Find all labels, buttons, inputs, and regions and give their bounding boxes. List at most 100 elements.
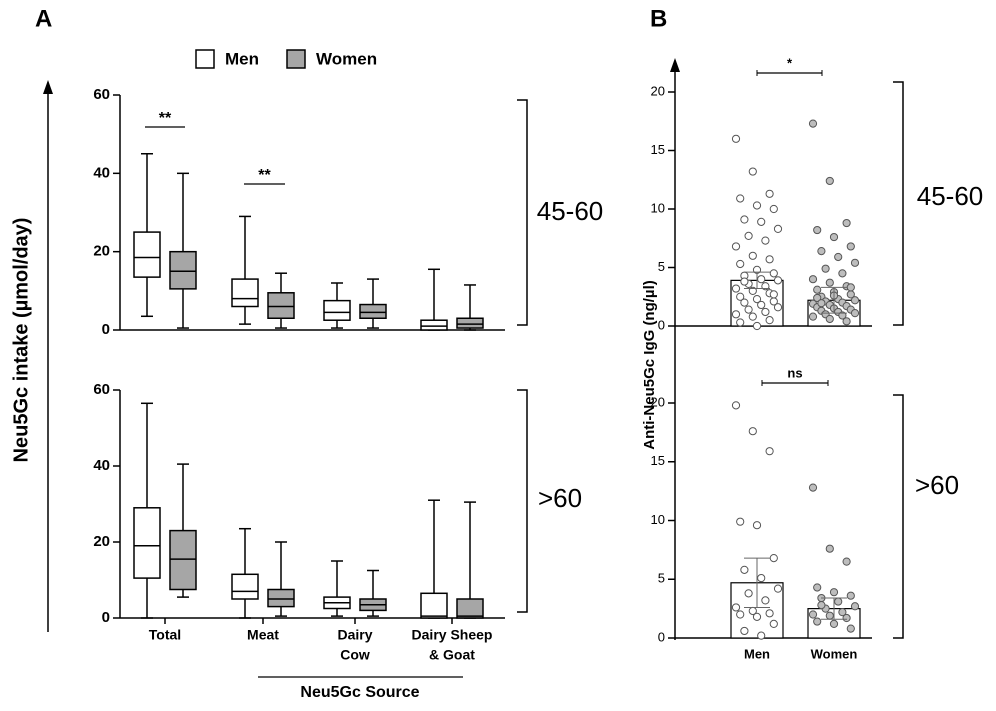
data-point	[731, 284, 741, 293]
data-point	[752, 612, 762, 621]
data-point	[829, 619, 839, 629]
legend-swatch	[195, 49, 215, 69]
significance-label: ns	[787, 365, 802, 380]
legend-label: Men	[225, 49, 259, 68]
y-tick-label: 0	[658, 629, 665, 644]
x-tick-label: Women	[811, 646, 858, 661]
box	[169, 250, 197, 290]
data-point	[846, 591, 855, 600]
y-tick-label: 0	[658, 317, 665, 332]
data-point	[736, 610, 745, 619]
data-point	[744, 231, 753, 241]
data-point	[731, 401, 741, 410]
data-point	[817, 247, 826, 256]
y-tick-label: 5	[658, 259, 665, 274]
data-point	[752, 294, 762, 304]
box	[456, 598, 484, 619]
data-point	[769, 269, 778, 278]
data-point	[808, 610, 818, 619]
y-tick-label: 20	[93, 533, 110, 550]
group-label: 45-60	[537, 196, 604, 226]
data-point	[825, 278, 834, 287]
data-point	[817, 601, 826, 610]
y-tick-label: 60	[93, 381, 110, 398]
data-point	[825, 544, 834, 553]
data-point	[838, 608, 847, 617]
y-tick-label: 0	[102, 609, 110, 626]
x-axis-title: Neu5Gc Source	[300, 684, 419, 701]
data-point	[757, 573, 766, 583]
data-point	[808, 312, 818, 321]
data-point	[821, 264, 830, 273]
data-point	[769, 204, 778, 214]
data-point	[813, 293, 822, 303]
box	[231, 278, 259, 308]
x-tick-label: Cow	[340, 647, 370, 663]
data-point	[842, 218, 851, 228]
data-point	[736, 517, 745, 526]
data-point	[769, 619, 778, 629]
data-point	[765, 447, 774, 456]
data-point	[842, 613, 851, 623]
x-tick-label: Dairy	[337, 627, 372, 643]
data-point	[761, 596, 770, 605]
y-tick-label: 20	[651, 394, 665, 409]
box	[133, 231, 161, 278]
data-point	[761, 282, 770, 291]
data-point	[825, 314, 834, 324]
significance-label: **	[159, 110, 172, 127]
group-bracket	[893, 81, 904, 326]
data-point	[813, 225, 822, 235]
data-point	[752, 201, 762, 210]
y-tick-label: 60	[93, 86, 110, 103]
y-tick-label: 5	[658, 571, 665, 586]
data-point	[846, 242, 855, 251]
data-point	[773, 303, 783, 312]
data-point	[761, 236, 770, 245]
legend-label: Women	[316, 49, 377, 68]
data-point	[748, 427, 757, 436]
y-tick-label: 20	[651, 83, 665, 98]
arrow-head	[43, 80, 53, 94]
box	[231, 573, 259, 600]
group-label: >60	[915, 470, 959, 500]
data-point	[752, 521, 762, 530]
data-point	[765, 609, 774, 618]
significance-label: **	[258, 167, 271, 184]
data-point	[757, 631, 766, 640]
panel-label: A	[35, 5, 52, 32]
data-point	[850, 296, 860, 305]
data-point	[736, 318, 745, 327]
data-point	[769, 554, 778, 563]
data-point	[773, 584, 783, 593]
x-tick-label: Men	[744, 646, 770, 661]
x-tick-label: & Goat	[429, 647, 475, 663]
y-tick-label: 15	[651, 453, 665, 468]
data-point	[829, 232, 839, 242]
data-point	[740, 565, 749, 574]
data-point	[773, 276, 783, 285]
data-point	[761, 307, 770, 317]
data-point	[829, 588, 839, 597]
data-point	[740, 626, 749, 636]
y-tick-label: 10	[651, 200, 665, 215]
data-point	[731, 603, 741, 612]
y-tick-label: 10	[651, 512, 665, 527]
group-bracket	[517, 99, 528, 326]
data-point	[825, 611, 834, 620]
data-point	[736, 292, 745, 301]
data-point	[736, 194, 745, 203]
data-point	[748, 167, 757, 176]
data-point	[731, 134, 741, 143]
box	[359, 303, 387, 319]
data-point	[817, 299, 826, 308]
data-point	[736, 259, 745, 269]
y-tick-label: 15	[651, 142, 665, 157]
data-point	[773, 224, 783, 233]
data-point	[838, 269, 847, 278]
data-point	[731, 310, 741, 319]
legend-swatch	[286, 49, 306, 69]
data-point	[842, 557, 851, 566]
data-point	[850, 602, 860, 611]
